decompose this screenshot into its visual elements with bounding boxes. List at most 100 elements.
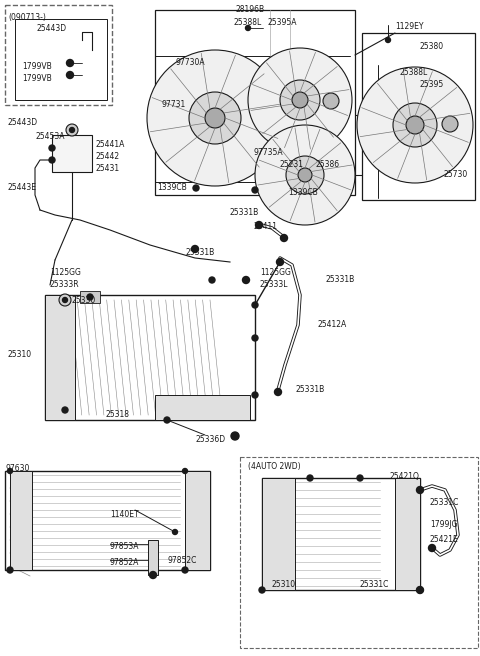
Circle shape (286, 156, 324, 194)
Circle shape (149, 571, 156, 579)
Text: 25310: 25310 (272, 580, 296, 589)
Circle shape (231, 432, 239, 440)
Text: 25336D: 25336D (195, 435, 225, 444)
Bar (10, 471, 32, 570)
Circle shape (66, 124, 78, 136)
Text: 25453A: 25453A (35, 132, 64, 141)
Text: 25318: 25318 (105, 410, 129, 419)
Text: 25431: 25431 (95, 164, 119, 173)
Circle shape (209, 277, 215, 283)
Text: 1140ET: 1140ET (110, 510, 139, 519)
Bar (5, 5, 112, 105)
Text: (090713-): (090713-) (8, 13, 46, 22)
Bar (148, 540, 158, 575)
Bar (318, 86, 345, 116)
Text: 25395: 25395 (420, 80, 444, 89)
Circle shape (417, 587, 423, 593)
Text: 25730: 25730 (443, 170, 467, 179)
Circle shape (307, 475, 313, 481)
Text: 97852A: 97852A (110, 558, 139, 567)
Circle shape (49, 157, 55, 163)
Circle shape (242, 276, 250, 283)
Text: 1799VB: 1799VB (22, 74, 52, 83)
Text: 97731: 97731 (162, 100, 186, 109)
Text: 25333R: 25333R (50, 280, 80, 289)
Text: 25388L: 25388L (233, 18, 261, 27)
Circle shape (62, 407, 68, 413)
Circle shape (255, 125, 355, 225)
Text: 25331C: 25331C (430, 498, 459, 507)
Circle shape (406, 116, 424, 134)
Circle shape (417, 586, 423, 594)
Circle shape (70, 127, 74, 133)
Circle shape (276, 258, 284, 266)
Text: 97730A: 97730A (175, 58, 204, 67)
Circle shape (252, 392, 258, 398)
Circle shape (417, 487, 423, 493)
Bar (395, 478, 420, 590)
Text: (4AUTO 2WD): (4AUTO 2WD) (248, 462, 300, 471)
Text: 1799VB: 1799VB (22, 62, 52, 71)
Bar (155, 395, 250, 420)
Text: 25331C: 25331C (360, 580, 389, 589)
Circle shape (182, 567, 188, 573)
Circle shape (205, 108, 225, 128)
Text: 25231: 25231 (280, 160, 304, 169)
Bar (52, 135, 92, 172)
Text: 1129EY: 1129EY (395, 22, 423, 31)
Text: 25310: 25310 (8, 350, 32, 359)
Bar (45, 295, 255, 420)
Text: 1339CB: 1339CB (288, 188, 318, 197)
Text: 25421Q: 25421Q (390, 472, 420, 481)
Text: 1125GG: 1125GG (50, 268, 81, 277)
Circle shape (385, 37, 391, 43)
Text: 1339CB: 1339CB (157, 183, 187, 192)
Circle shape (192, 245, 199, 253)
Bar (15, 19, 107, 100)
Circle shape (164, 417, 170, 423)
Text: 25380: 25380 (420, 42, 444, 51)
Text: 25331B: 25331B (295, 385, 324, 394)
Text: 25412A: 25412A (318, 320, 347, 329)
Circle shape (259, 587, 265, 593)
Text: 25411: 25411 (254, 222, 278, 231)
Text: 25395A: 25395A (268, 18, 298, 27)
Circle shape (429, 544, 435, 552)
Circle shape (147, 50, 283, 186)
Circle shape (248, 48, 352, 152)
Bar (155, 10, 355, 195)
Circle shape (280, 80, 320, 120)
Text: 25421E: 25421E (430, 535, 459, 544)
Text: 28196B: 28196B (235, 5, 264, 14)
Circle shape (252, 335, 258, 341)
Text: 25331B: 25331B (325, 275, 354, 284)
Bar (45, 295, 75, 420)
Circle shape (59, 294, 71, 306)
Bar (438, 110, 462, 138)
Text: 97735A: 97735A (253, 148, 283, 157)
Text: 25331B: 25331B (185, 248, 214, 257)
Circle shape (442, 116, 458, 132)
Circle shape (49, 145, 55, 151)
Circle shape (182, 468, 188, 474)
Circle shape (323, 93, 339, 109)
Text: 25443D: 25443D (37, 24, 67, 33)
Circle shape (8, 468, 12, 474)
Text: 25441A: 25441A (95, 140, 124, 149)
Circle shape (255, 222, 263, 228)
Circle shape (292, 92, 308, 108)
Circle shape (87, 294, 93, 300)
Bar (262, 478, 295, 590)
Circle shape (252, 302, 258, 308)
Bar (185, 471, 210, 570)
Circle shape (7, 567, 13, 573)
Text: 25443D: 25443D (8, 118, 38, 127)
Circle shape (357, 475, 363, 481)
Text: 25330: 25330 (72, 296, 96, 305)
Text: 25388L: 25388L (400, 68, 428, 77)
Circle shape (357, 67, 473, 183)
Circle shape (275, 388, 281, 396)
Circle shape (67, 60, 73, 66)
Text: 25443E: 25443E (8, 183, 37, 192)
Bar (262, 478, 420, 590)
